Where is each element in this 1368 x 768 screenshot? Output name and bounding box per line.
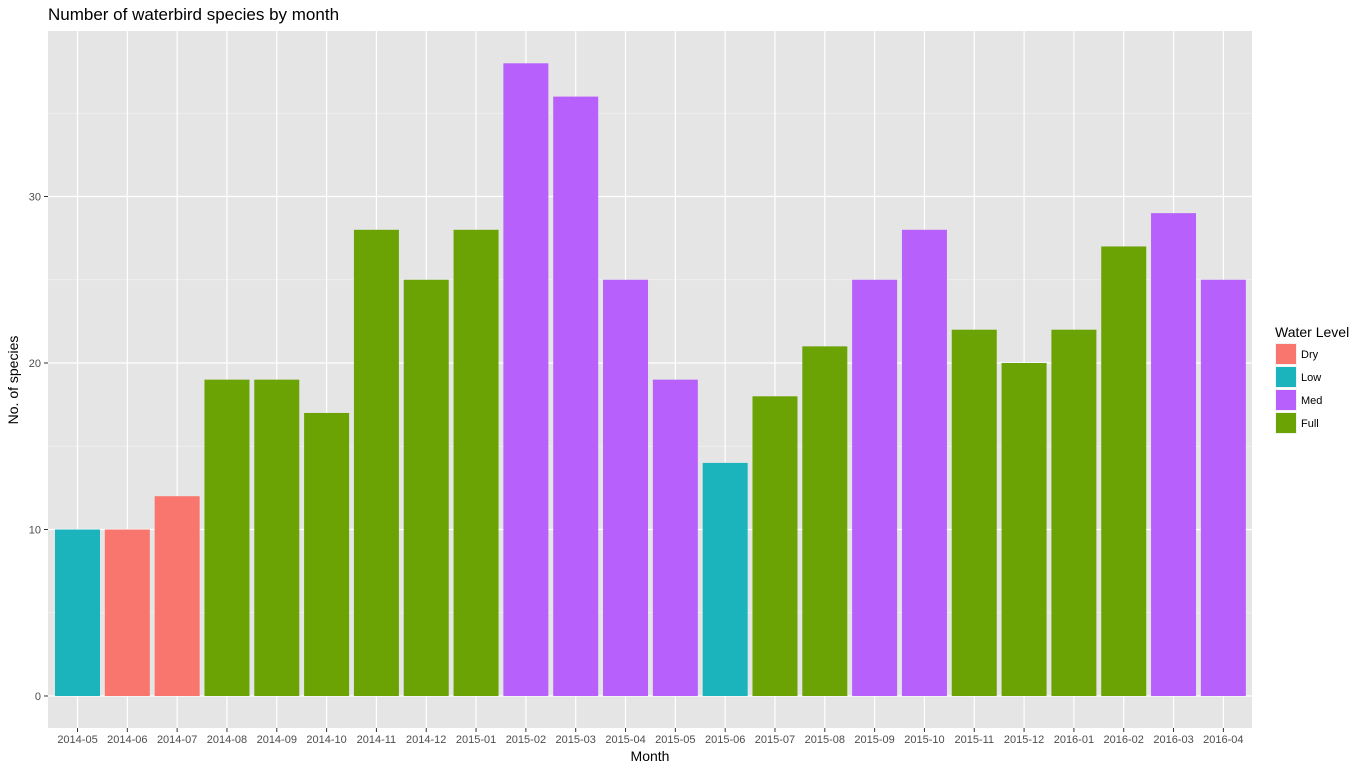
bar-2015-06 (702, 462, 748, 696)
bar-2014-07 (154, 496, 200, 696)
x-axis-title: Month (631, 748, 670, 764)
legend-label-full: Full (1301, 418, 1319, 430)
bar-2016-02 (1101, 246, 1147, 696)
legend-title: Water Level (1275, 324, 1349, 340)
bar-2015-01 (453, 229, 499, 697)
y-axis-title: No. of species (5, 336, 21, 425)
legend-swatch-med (1276, 390, 1296, 410)
bar-2015-05 (652, 379, 698, 696)
bar-2015-03 (553, 96, 599, 697)
x-axis: 2014-05 2014-06 2014-07 2014-08 2014-09 2014-… (57, 728, 1244, 746)
legend-label-med: Med (1301, 395, 1322, 407)
bar-2015-11 (951, 329, 997, 696)
bar-2014-11 (353, 229, 399, 697)
x-tick-label: 2015-10 (904, 734, 944, 746)
x-tick-label: 2014-09 (257, 734, 297, 746)
bar-2015-12 (1001, 363, 1047, 696)
x-tick-label: 2014-10 (306, 734, 346, 746)
x-tick-label: 2015-12 (1004, 734, 1044, 746)
bar-2014-12 (403, 279, 449, 696)
x-tick-label: 2016-02 (1104, 734, 1144, 746)
x-tick-label: 2015-03 (556, 734, 596, 746)
x-tick-label: 2016-04 (1203, 734, 1243, 746)
chart-title: Number of waterbird species by month (48, 5, 339, 24)
bar-2014-10 (304, 412, 350, 696)
bar-2015-07 (752, 396, 798, 696)
x-tick-label: 2014-05 (57, 734, 97, 746)
bar-2015-09 (852, 279, 898, 696)
y-tick-label: 0 (35, 691, 41, 703)
x-tick-label: 2015-06 (705, 734, 745, 746)
x-tick-label: 2014-12 (406, 734, 446, 746)
legend-label-dry: Dry (1301, 349, 1319, 361)
bar-2015-08 (802, 346, 848, 696)
x-tick-label: 2015-01 (456, 734, 496, 746)
bar-2016-01 (1051, 329, 1097, 696)
legend-swatch-low (1276, 367, 1296, 387)
x-tick-label: 2014-11 (357, 734, 397, 746)
y-axis: 0 10 20 30 (29, 192, 48, 703)
x-tick-label: 2015-02 (506, 734, 546, 746)
x-tick-label: 2015-08 (805, 734, 845, 746)
bar-2014-09 (254, 379, 300, 696)
bar-2016-04 (1200, 279, 1246, 696)
bar-2014-06 (104, 529, 150, 696)
x-tick-label: 2014-06 (107, 734, 147, 746)
bar-2016-03 (1151, 213, 1197, 696)
legend-label-low: Low (1301, 372, 1321, 384)
y-tick-label: 20 (29, 358, 41, 370)
x-tick-label: 2015-07 (755, 734, 795, 746)
bar-2015-10 (901, 229, 947, 697)
x-tick-label: 2015-04 (605, 734, 645, 746)
bar-2014-08 (204, 379, 250, 696)
legend: Water Level Dry Low Med Full (1275, 324, 1349, 434)
bar-2015-02 (503, 63, 549, 697)
x-tick-label: 2015-05 (655, 734, 695, 746)
x-tick-label: 2014-08 (207, 734, 247, 746)
bar-2015-04 (603, 279, 649, 696)
x-tick-label: 2016-03 (1153, 734, 1193, 746)
y-tick-label: 10 (29, 525, 41, 537)
legend-swatch-dry (1276, 344, 1296, 364)
x-tick-label: 2015-11 (954, 734, 994, 746)
x-tick-label: 2014-07 (157, 734, 197, 746)
bars (55, 63, 1246, 697)
y-tick-label: 30 (29, 192, 41, 204)
bar-2014-05 (55, 529, 100, 696)
legend-swatch-full (1276, 413, 1296, 433)
x-tick-label: 2016-01 (1054, 734, 1094, 746)
x-tick-label: 2015-09 (854, 734, 894, 746)
